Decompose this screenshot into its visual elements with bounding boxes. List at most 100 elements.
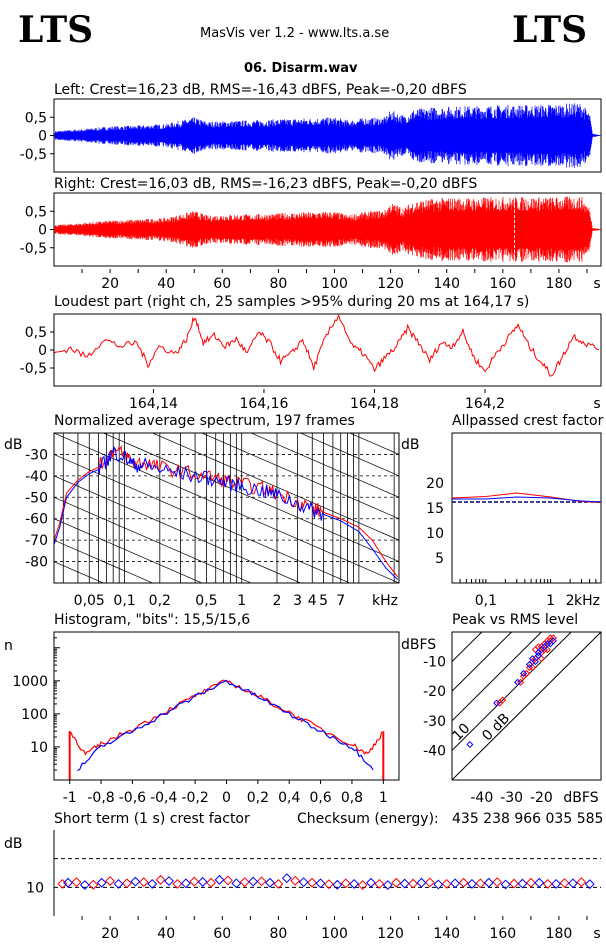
crest-series-1 [452,496,602,503]
short-crest-point [214,874,225,885]
crest-ytick-label: 5 [435,551,444,567]
short-crest-xtick-label: 140 [433,926,460,942]
short-crest-ylabel: dB [4,836,23,852]
left-channel-title: Left: Crest=16,23 dB, RMS=-16,43 dBFS, P… [54,82,467,98]
spectrum-ytick-label: -40 [25,469,48,485]
histogram-ytick-label: 100 [21,707,48,723]
short-crest-point [307,877,318,888]
histogram-xtick-label: -0,2 [181,790,208,806]
checksum-label: Checksum (energy): [297,811,439,827]
short-crest-point [357,880,368,890]
spectrum-xtick-label: 4 [308,593,317,609]
short-crest-xtick-label: 60 [213,926,231,942]
spectrum-slope-line [54,518,203,583]
peak-rms-point [534,649,542,657]
short-crest-point [273,878,284,889]
short-crest-xtick-label: 80 [269,926,287,942]
histogram-xtick-label: -1 [63,790,77,806]
file-name: 06. Disarm.wav [244,61,358,76]
spectrum-slope-line [54,475,302,583]
peak-rms-diagonal [452,632,542,722]
spectrum-ytick-label: -70 [25,533,48,549]
short-crest-xtick-label: 180 [546,926,573,942]
loudest-part-title: Loudest part (right ch, 25 samples >95% … [54,294,530,310]
right-channel-title: Right: Crest=16,03 dB, RMS=-16,23 dBFS, … [54,176,478,192]
spectrum-slope-line [54,582,55,583]
short-crest-point [441,878,452,889]
short-crest-xtick-label: 100 [321,926,348,942]
histogram-frame [53,631,400,781]
peak-rms-diagonal-label: 30 [390,720,414,744]
short-crest-point [197,876,208,887]
short-crest-point [172,878,183,889]
short-crest-point [231,878,242,889]
peak-rms-point [499,696,507,704]
peak-rms-frame [451,631,602,781]
short-crest-xtick-label: 20 [101,926,119,942]
short-crest-point [399,878,410,889]
short-crest-point [349,878,360,889]
peak-rms-point [525,661,534,669]
peak-rms-xlabel: dBFS [563,790,598,806]
short-crest-point [130,876,141,887]
short-crest-ytick-label: 10 [26,880,44,896]
histogram-xtick-label: 0 [222,790,231,806]
short-crest-point [458,877,469,888]
crest-xunit: kHz [574,593,600,609]
short-crest-point [239,877,250,888]
short-crest-point [265,877,275,888]
left-channel-ytick-label: 0 [38,129,47,145]
app-title: MasVis ver 1.2 - www.lts.a.se [200,26,390,41]
histogram-ylabel: n [4,638,13,654]
loudest-part-line [53,313,599,377]
spectrum-xtick-label: 3 [293,593,302,609]
spectrum-slope-line [102,433,399,562]
lts-logo-right: LTS [512,9,588,51]
peak-rms-xtick-label: -30 [500,790,523,806]
spectrum-slope-line [54,626,399,776]
short-crest-point [138,877,149,888]
right-channel-ytick-label: 0,5 [25,204,47,220]
spectrum-ytick-label: -80 [25,555,48,571]
loudest-part-frame [53,313,602,387]
spectrum-title: Normalized average spectrum, 197 frames [54,413,355,429]
right-channel-xtick-label: 60 [213,276,231,292]
short-crest-point [147,878,158,889]
histogram-xtick-label: -0,6 [119,790,146,806]
spectrum-xtick-label: 1 [237,593,246,609]
spectrum-slope-line [54,454,351,583]
short-crest-point [483,877,494,888]
histogram-ytick-label: 1000 [12,674,48,690]
short-crest-point [323,879,334,890]
peak-rms-xtick-label: -40 [470,790,493,806]
spectrum-frame [53,432,400,584]
loudest-xtick-label: 164,14 [129,396,178,412]
histogram-xtick-label: 0,4 [278,790,300,806]
short-crest-point [281,873,292,884]
loudest-xtick-label: 164,18 [350,396,399,412]
short-crest-point [121,878,132,889]
short-crest-point [467,878,477,889]
histogram-xtick-label: 0,8 [341,790,363,806]
peak-rms-ylabel: dBFS [401,637,436,653]
loudest-ytick-label: 0,5 [25,325,47,341]
short-crest-xtick-label: 120 [377,926,404,942]
spectrum-xtick-label: 0,1 [113,593,135,609]
short-crest-point [290,875,301,886]
spectrum-slope-line [54,496,253,583]
short-crest-point [248,876,259,887]
spectrum-slope-line [54,539,154,583]
spectrum-slope-line [54,690,399,840]
left-channel-ytick-label: -0,5 [20,147,47,163]
peak-rms-diagonal-label: 10 [449,720,473,744]
short-crest-point [584,879,595,890]
short-crest-point [222,875,233,886]
short-crest-point [408,878,419,889]
spectrum-series-0 [54,444,399,578]
right-channel-xunit: s [593,276,600,292]
crest-ytick-label: 10 [426,526,444,542]
histogram-series-0 [69,679,383,756]
